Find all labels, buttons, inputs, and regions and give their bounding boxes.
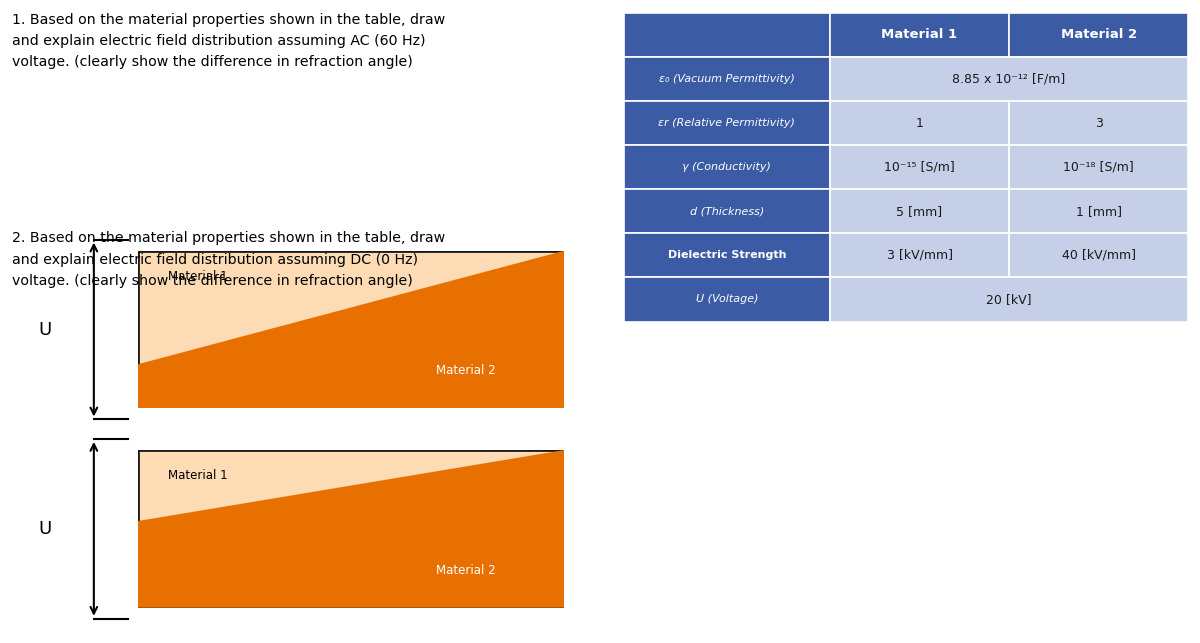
- Bar: [830, 101, 1009, 145]
- Text: Material 1: Material 1: [168, 269, 228, 283]
- Bar: [624, 13, 830, 57]
- Text: U: U: [38, 520, 52, 538]
- Bar: [624, 233, 830, 277]
- Text: Dielectric Strength: Dielectric Strength: [667, 250, 786, 260]
- Text: 5 [mm]: 5 [mm]: [896, 204, 942, 218]
- Bar: [624, 189, 830, 233]
- Text: 1. Based on the material properties shown in the table, draw
and explain electri: 1. Based on the material properties show…: [12, 13, 445, 69]
- Text: d (Thickness): d (Thickness): [690, 206, 764, 216]
- Text: γ (Conductivity): γ (Conductivity): [683, 162, 772, 172]
- Text: 1: 1: [916, 116, 924, 130]
- Text: 10⁻¹⁸ [S/m]: 10⁻¹⁸ [S/m]: [1063, 161, 1134, 174]
- Text: 2. Based on the material properties shown in the table, draw
and explain electri: 2. Based on the material properties show…: [12, 231, 445, 288]
- Text: εr (Relative Permittivity): εr (Relative Permittivity): [659, 118, 796, 128]
- Bar: [830, 57, 1188, 101]
- Text: 3: 3: [1094, 116, 1103, 130]
- Text: Material 2: Material 2: [437, 364, 496, 377]
- Text: U: U: [38, 321, 52, 338]
- Text: Material 2: Material 2: [437, 563, 496, 577]
- Bar: [1009, 145, 1188, 189]
- Text: 10⁻¹⁵ [S/m]: 10⁻¹⁵ [S/m]: [884, 161, 955, 174]
- Text: Material 1: Material 1: [168, 469, 228, 482]
- Bar: [1009, 189, 1188, 233]
- Bar: [624, 145, 830, 189]
- Bar: [624, 57, 830, 101]
- Text: Material 2: Material 2: [1061, 28, 1136, 41]
- Bar: [830, 145, 1009, 189]
- Bar: [624, 101, 830, 145]
- Bar: [830, 277, 1188, 322]
- Text: 1 [mm]: 1 [mm]: [1075, 204, 1122, 218]
- Bar: [1009, 13, 1188, 57]
- Text: Material 1: Material 1: [882, 28, 958, 41]
- Bar: [830, 189, 1009, 233]
- Polygon shape: [138, 450, 564, 608]
- Polygon shape: [138, 251, 564, 408]
- Bar: [1009, 101, 1188, 145]
- Bar: [624, 277, 830, 322]
- Bar: [830, 13, 1009, 57]
- Text: U (Voltage): U (Voltage): [696, 294, 758, 304]
- Text: 40 [kV/mm]: 40 [kV/mm]: [1062, 249, 1135, 262]
- Text: ε₀ (Vacuum Permittivity): ε₀ (Vacuum Permittivity): [659, 74, 794, 84]
- Text: 8.85 x 10⁻¹² [F/m]: 8.85 x 10⁻¹² [F/m]: [953, 73, 1066, 86]
- Text: 3 [kV/mm]: 3 [kV/mm]: [887, 249, 953, 262]
- Bar: [830, 233, 1009, 277]
- Text: 20 [kV]: 20 [kV]: [986, 293, 1032, 306]
- Bar: [1009, 233, 1188, 277]
